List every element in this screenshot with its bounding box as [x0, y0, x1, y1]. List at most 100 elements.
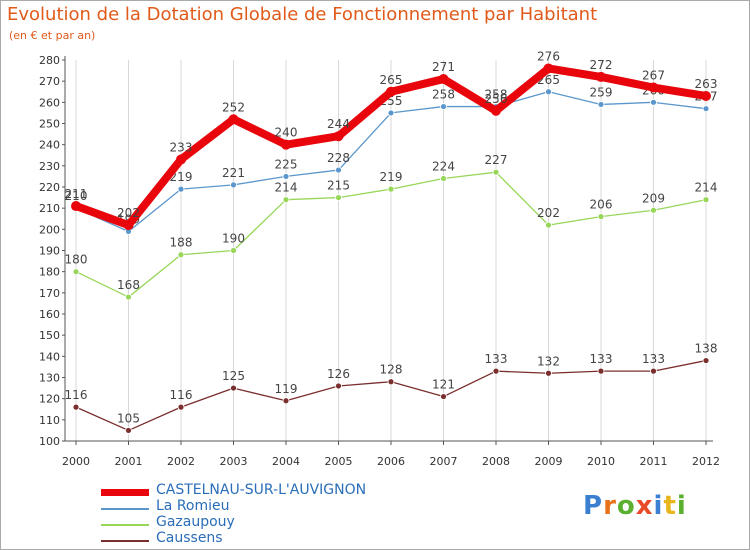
data-label: 180	[65, 253, 88, 267]
data-point	[702, 105, 710, 113]
data-point	[176, 154, 186, 165]
data-point	[387, 185, 395, 193]
data-point	[545, 369, 552, 377]
y-tick-label: 190	[39, 245, 60, 258]
legend-swatch	[101, 508, 149, 510]
data-label: 256	[485, 92, 508, 106]
data-label: 233	[170, 140, 193, 154]
data-point	[177, 403, 185, 411]
data-label: 133	[485, 352, 508, 366]
x-tick-label: 2011	[640, 455, 668, 468]
y-tick-label: 200	[39, 223, 60, 236]
data-point	[335, 382, 342, 390]
data-label: 133	[590, 352, 613, 366]
x-tick-label: 2005	[325, 455, 353, 468]
data-label: 125	[222, 369, 245, 383]
y-tick-label: 220	[39, 181, 60, 194]
x-tick-label: 2004	[272, 455, 300, 468]
x-tick-label: 2010	[587, 455, 615, 468]
data-point	[230, 247, 237, 254]
data-label: 219	[380, 170, 403, 184]
data-point	[597, 101, 605, 108]
data-point	[440, 393, 447, 400]
data-label: 271	[432, 60, 455, 74]
data-label: 272	[590, 58, 613, 72]
y-tick-label: 270	[39, 75, 60, 88]
data-point	[492, 367, 500, 375]
legend-label: Caussens	[156, 530, 223, 546]
data-point	[123, 220, 134, 231]
data-point	[545, 88, 552, 96]
y-tick-label: 140	[39, 350, 60, 363]
data-label: 116	[170, 388, 193, 402]
data-label: 227	[485, 153, 508, 167]
y-tick-label: 150	[39, 329, 60, 342]
data-label: 240	[275, 126, 298, 140]
logo-letter: t	[663, 491, 677, 521]
data-label: 214	[695, 181, 718, 195]
data-point	[72, 268, 80, 276]
y-tick-label: 280	[39, 54, 60, 67]
y-tick-label: 130	[39, 372, 60, 385]
data-label: 202	[537, 206, 560, 220]
data-label: 209	[642, 191, 665, 205]
data-point	[491, 105, 501, 116]
y-tick-label: 240	[39, 139, 60, 152]
data-label: 190	[222, 232, 245, 246]
x-tick-label: 2002	[167, 455, 195, 468]
data-point	[71, 201, 81, 212]
x-tick-label: 2001	[115, 455, 143, 468]
legend-swatch	[101, 524, 149, 526]
y-tick-label: 250	[39, 118, 60, 131]
y-tick-label: 120	[39, 393, 60, 406]
chart-subtitle: (en € et par an)	[9, 29, 96, 42]
logo-letter: i	[653, 491, 664, 521]
data-point	[492, 168, 500, 176]
data-point	[387, 378, 395, 386]
data-point	[333, 131, 344, 142]
data-point	[545, 221, 552, 229]
data-point	[177, 251, 185, 259]
data-point	[440, 103, 447, 110]
data-point	[335, 166, 342, 174]
data-label: 168	[117, 278, 140, 292]
data-label: 132	[537, 354, 560, 368]
data-point	[440, 175, 447, 182]
data-label: 267	[642, 69, 665, 83]
logo-letter: r	[603, 491, 617, 521]
logo-letter: P	[583, 491, 604, 521]
data-label: 206	[590, 198, 613, 212]
data-label: 244	[327, 117, 350, 131]
data-label: 224	[432, 160, 455, 174]
data-label: 214	[275, 181, 298, 195]
data-point	[281, 139, 291, 150]
data-point	[701, 90, 711, 101]
data-point	[228, 114, 239, 125]
data-point	[125, 293, 132, 301]
x-tick-label: 2012	[692, 455, 720, 468]
data-point	[650, 206, 657, 214]
data-point	[282, 173, 290, 180]
data-point	[597, 213, 605, 221]
data-label: 215	[327, 179, 350, 193]
data-point	[596, 71, 606, 82]
data-label: 265	[380, 73, 403, 87]
data-label: 225	[275, 157, 298, 171]
x-tick-label: 2003	[220, 455, 248, 468]
logo-letter: x	[635, 491, 654, 521]
y-tick-label: 170	[39, 287, 60, 300]
y-tick-label: 230	[39, 160, 60, 173]
data-label: 258	[432, 88, 455, 102]
data-point	[650, 98, 657, 106]
logo-letter: o	[616, 491, 636, 521]
data-label: 133	[642, 352, 665, 366]
y-tick-label: 180	[39, 266, 60, 279]
data-label: 202	[117, 206, 140, 220]
data-point	[438, 74, 449, 85]
x-tick-label: 2008	[482, 455, 510, 468]
legend-label: CASTELNAU-SUR-L'AUVIGNON	[156, 482, 367, 498]
data-label: 276	[537, 49, 560, 63]
y-tick-label: 210	[39, 202, 60, 215]
x-tick-label: 2009	[535, 455, 563, 468]
y-tick-label: 260	[39, 96, 60, 109]
